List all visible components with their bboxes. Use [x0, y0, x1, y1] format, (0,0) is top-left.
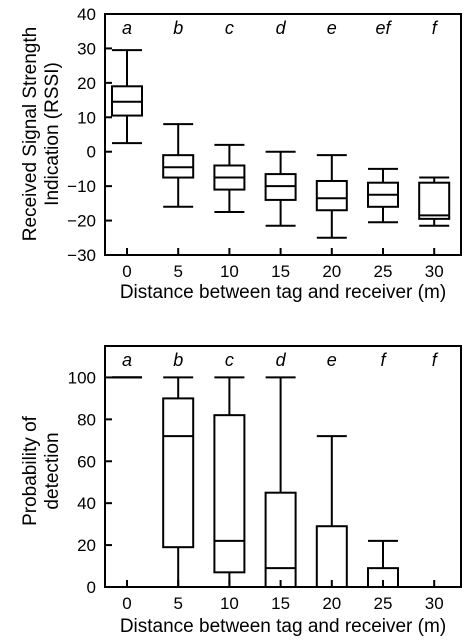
- rssi-box-0m: [111, 49, 143, 145]
- detection-x-tick-label: 0: [122, 594, 131, 613]
- rssi-group-letter: d: [276, 18, 287, 38]
- rssi-y-tick-label: 40: [77, 5, 96, 24]
- rssi-group-letter: a: [122, 18, 132, 38]
- detection-x-tick-label: 20: [322, 594, 341, 613]
- rssi-group-letter: b: [173, 18, 183, 38]
- detection-group-letter: b: [173, 350, 183, 370]
- rssi-x-tick-label: 10: [220, 262, 239, 281]
- detection-x-tick-label: 30: [425, 594, 444, 613]
- rssi-boxes: [111, 49, 451, 239]
- rssi-box-30m: [418, 176, 451, 227]
- rssi-y-tick-label: 10: [77, 108, 96, 127]
- detection-box-5m: [162, 376, 195, 588]
- rssi-group-letter: f: [432, 18, 439, 38]
- detection-box-25m: [367, 539, 399, 589]
- detection-y-tick-label: 0: [87, 578, 96, 597]
- detection-boxes: [112, 376, 450, 589]
- detection-y-axis-label-line-2: detection: [42, 432, 63, 509]
- detection-y-tick-label: 80: [77, 410, 96, 429]
- detection-box-10m: [213, 376, 246, 588]
- detection-y-tick-label: 40: [77, 494, 96, 513]
- rssi-box-20m: [315, 154, 348, 239]
- detection-plot-frame: [104, 345, 462, 588]
- detection-y-tick-label: 60: [77, 452, 96, 471]
- rssi-box-15m: [264, 150, 297, 227]
- rssi-y-tick-label: −10: [67, 177, 96, 196]
- rssi-y-axis-label-line-1: Received Signal Strength: [20, 27, 41, 241]
- rssi-group-letter: ef: [375, 18, 392, 38]
- detection-box-20m: [315, 435, 348, 588]
- detection-chart: 100 80 60 40 20 0 0 a 5 b 10 c 15 d 20 e 25 f 30 f Probabil…: [20, 345, 462, 637]
- detection-y-axis-label-line-1: Probability of: [20, 415, 41, 526]
- detection-group-letter: d: [276, 350, 287, 370]
- rssi-x-tick-label: 5: [173, 262, 182, 281]
- rssi-y-tick-label: 20: [77, 74, 96, 93]
- rssi-x-tick-label: 30: [425, 262, 444, 281]
- detection-x-tick-label: 25: [374, 594, 393, 613]
- rssi-box-25m: [367, 167, 399, 224]
- rssi-y-tick-label: 30: [77, 39, 96, 58]
- detection-group-letter: e: [327, 350, 337, 370]
- detection-y-tick-label: 100: [68, 368, 96, 387]
- rssi-box-10m: [213, 143, 246, 213]
- rssi-plot-frame: [104, 13, 462, 256]
- detection-iqr-box: [264, 491, 297, 588]
- rssi-chart: 40 30 20 10 0 −10 −20 −30 0 a 5 b 10 c 15 d 20 e 25 ef 30 f R…: [20, 5, 462, 303]
- detection-iqr-box: [162, 397, 195, 549]
- detection-x-axis-label: Distance between tag and receiver (m): [120, 616, 446, 637]
- rssi-iqr-box: [418, 181, 451, 220]
- rssi-x-axis-label: Distance between tag and receiver (m): [120, 282, 446, 303]
- detection-group-letter: a: [122, 350, 132, 370]
- detection-x-tick-label: 5: [173, 594, 182, 613]
- detection-box-15m: [264, 376, 297, 588]
- rssi-y-tick-label: −20: [67, 212, 96, 231]
- rssi-x-tick-label: 20: [322, 262, 341, 281]
- detection-y-tick-label: 20: [77, 536, 96, 555]
- rssi-y-tick-label: 0: [87, 143, 96, 162]
- rssi-y-tick-label: −30: [67, 246, 96, 265]
- detection-group-letter: c: [225, 350, 234, 370]
- rssi-x-tick-label: 15: [271, 262, 290, 281]
- detection-x-tick-label: 15: [271, 594, 290, 613]
- rssi-box-5m: [162, 123, 195, 208]
- rssi-group-letter: e: [327, 18, 337, 38]
- detection-iqr-box: [213, 414, 246, 574]
- detection-x-tick-label: 10: [220, 594, 239, 613]
- rssi-axis-ticks: 40 30 20 10 0 −10 −20 −30 0 a 5 b 10 c 15 d 20 e 25 ef 30 f: [67, 5, 444, 281]
- detection-axis-ticks: 100 80 60 40 20 0 0 a 5 b 10 c 15 d 20 e 25 f 30 f: [68, 350, 444, 613]
- detection-group-letter: f: [380, 350, 387, 370]
- detection-iqr-box: [315, 525, 348, 588]
- rssi-x-tick-label: 25: [374, 262, 393, 281]
- rssi-y-axis-label-line-2: Indication (RSSI): [42, 62, 63, 206]
- rssi-iqr-box: [315, 179, 348, 212]
- detection-group-letter: f: [432, 350, 439, 370]
- rssi-group-letter: c: [225, 18, 234, 38]
- rssi-x-tick-label: 0: [122, 262, 131, 281]
